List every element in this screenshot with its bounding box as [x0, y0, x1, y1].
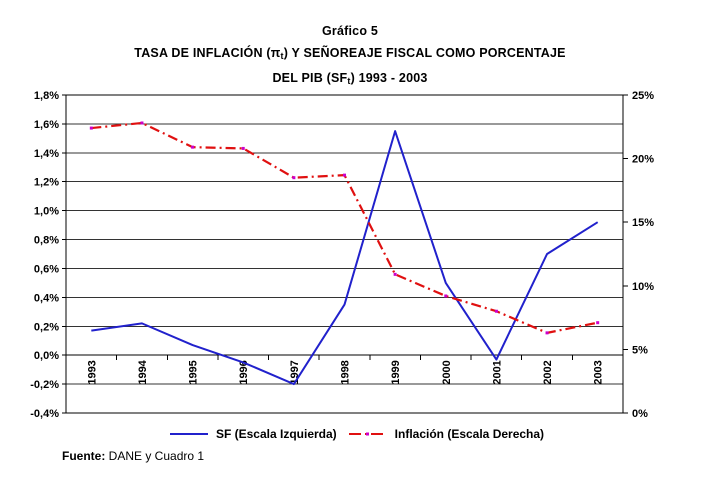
legend-item-inflacion: Inflación (Escala Derecha)	[347, 427, 544, 441]
left-axis-tick-label: 1,6%	[34, 119, 59, 131]
data-point-marker	[140, 121, 144, 125]
plot-border	[65, 94, 624, 414]
right-axis-tick-label: 20%	[632, 154, 654, 166]
data-point-marker	[545, 331, 549, 335]
source-label: Fuente:	[62, 449, 106, 463]
x-axis-label: 1996	[238, 360, 250, 384]
data-point-marker	[191, 145, 195, 149]
data-point-marker	[241, 146, 245, 150]
left-axis-tick-label: -0,4%	[30, 408, 59, 420]
right-axis-tick-label: 0%	[632, 408, 648, 420]
legend-label-inflacion: Inflación (Escala Derecha)	[394, 427, 545, 441]
x-axis-label: 2003	[593, 360, 605, 384]
left-axis-tick-label: 0,6%	[34, 263, 59, 275]
chart-title: Gráfico 5 TASA DE INFLACIÓN (πt) Y SEÑOR…	[0, 20, 700, 92]
data-point-marker	[444, 294, 448, 298]
left-axis-tick-label: 1,8%	[34, 90, 59, 102]
x-axis-label: 1998	[340, 360, 352, 384]
x-axis-label: 1993	[86, 360, 98, 384]
left-axis-tick-label: -0,2%	[30, 379, 59, 391]
left-axis-tick-label: 0,4%	[34, 292, 59, 304]
right-axis-tick-label: 10%	[632, 281, 654, 293]
data-point-marker	[393, 272, 397, 276]
right-axis-tick-label: 15%	[632, 217, 654, 229]
left-axis-tick-label: 1,4%	[34, 148, 59, 160]
data-point-marker	[596, 321, 600, 325]
source-note: Fuente: DANE y Cuadro 1	[62, 449, 204, 463]
sf-subscript: t	[347, 76, 351, 86]
left-axis-tick-label: 0,0%	[34, 350, 59, 362]
x-axis-label: 1995	[188, 360, 200, 384]
x-axis-label: 1999	[390, 360, 402, 384]
x-axis-label: 1994	[137, 359, 149, 384]
inflacion-line-sample	[348, 432, 387, 436]
sf-line-sample	[169, 433, 208, 435]
right-axis-tick-label: 5%	[632, 344, 648, 356]
data-point-marker	[89, 126, 93, 130]
pi-subscript: t	[280, 51, 284, 61]
left-axis-tick-label: 1,0%	[34, 206, 59, 218]
x-axis-label: 2001	[491, 360, 503, 384]
data-point-marker	[494, 309, 498, 313]
series-line-left	[91, 130, 599, 386]
left-axis-tick-label: 1,2%	[34, 177, 59, 189]
title-line3: DEL PIB (SFt) 1993 - 2003	[272, 71, 428, 86]
x-axis-label: 2000	[441, 360, 453, 384]
chart-legend: SF (Escala Izquierda) Inflación (Escala …	[0, 427, 712, 441]
source-text: DANE y Cuadro 1	[105, 449, 205, 463]
legend-item-sf: SF (Escala Izquierda)	[168, 427, 337, 441]
legend-label-sf: SF (Escala Izquierda)	[215, 427, 337, 441]
x-axis-label: 2002	[542, 360, 554, 384]
left-axis-tick-label: 0,2%	[34, 321, 59, 333]
data-point-marker	[292, 176, 296, 180]
title-line2: TASA DE INFLACIÓN (πt) Y SEÑOREAJE FISCA…	[134, 46, 566, 61]
data-point-marker	[343, 173, 346, 177]
left-axis-tick-label: 0,8%	[34, 235, 59, 247]
right-axis-tick-label: 25%	[632, 90, 654, 102]
title-line1: Gráfico 5	[322, 24, 378, 38]
